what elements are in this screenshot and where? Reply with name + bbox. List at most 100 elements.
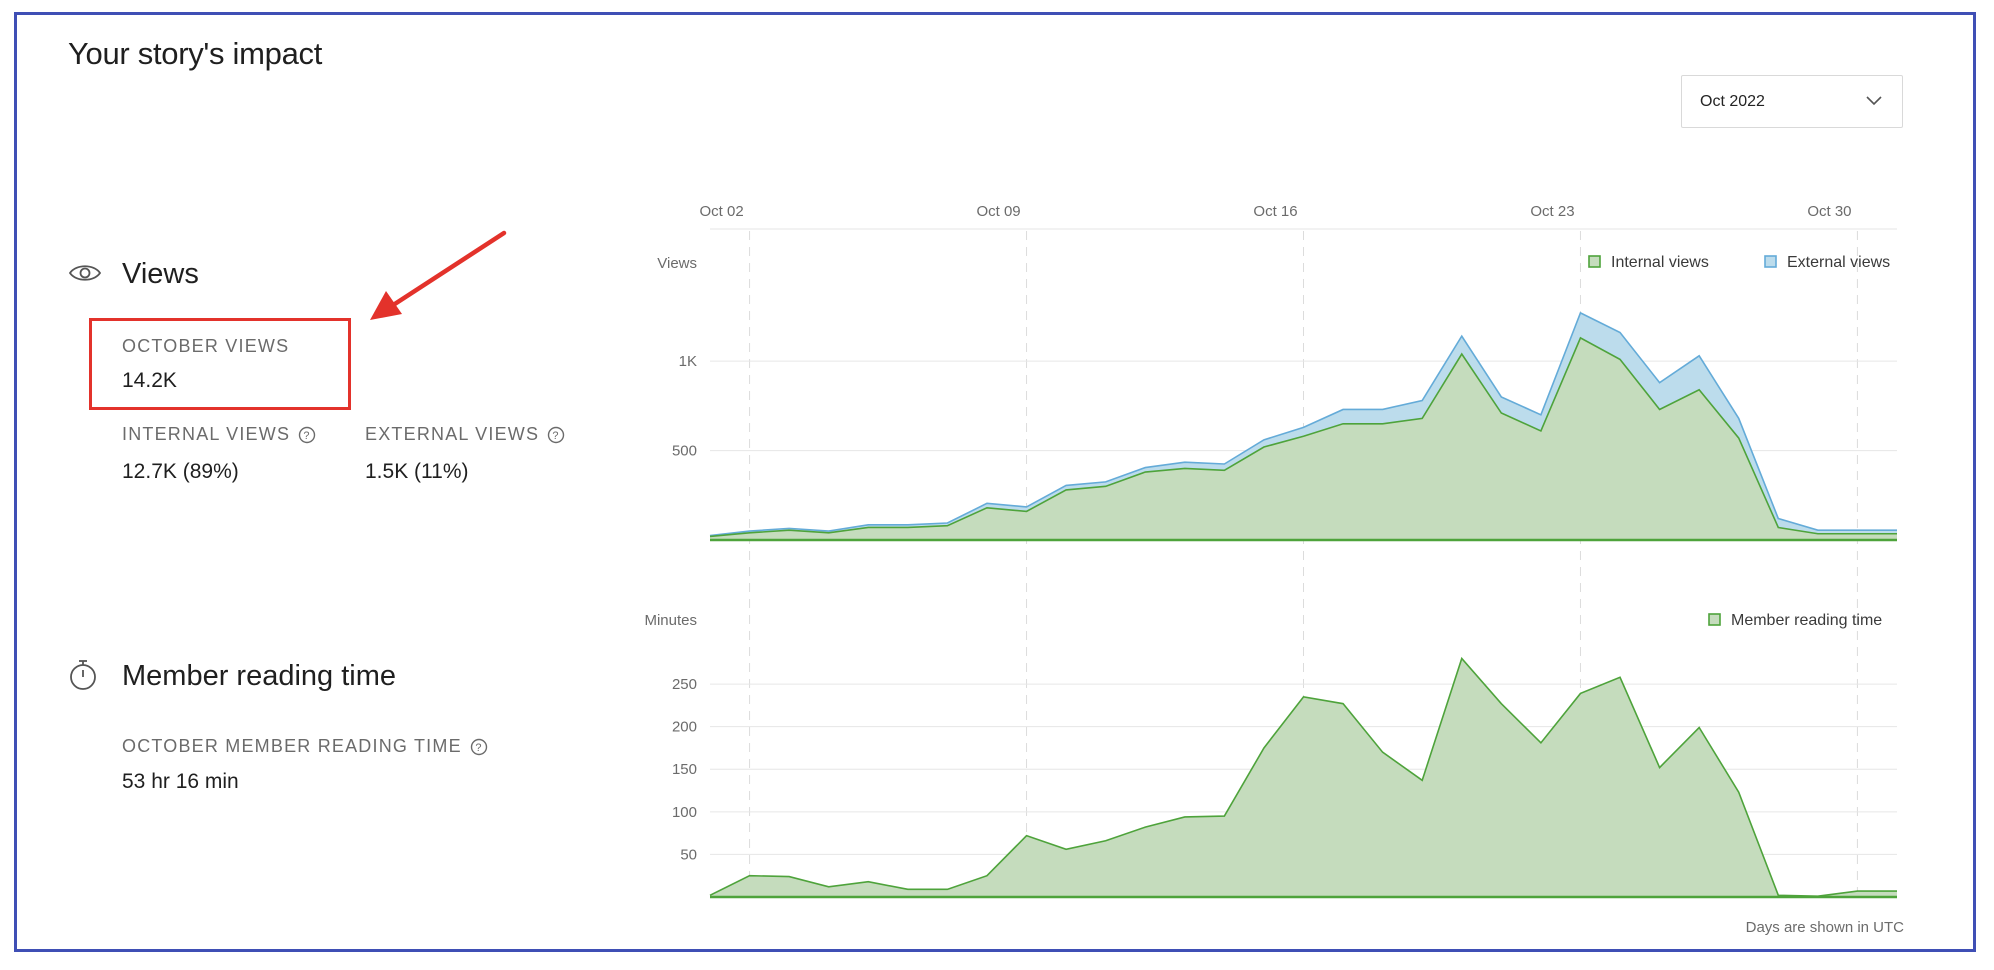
reading-time-point [906,887,910,891]
external-views-point [1895,528,1899,532]
external-views-label-text: EXTERNAL VIEWS [365,424,540,444]
internal-views-point [1578,336,1582,340]
external-views-point [1104,480,1108,484]
internal-views-point [1222,468,1226,472]
impact-panel [14,12,1976,952]
internal-views-point [1381,422,1385,426]
internal-views-point [1460,352,1464,356]
external-views-point [1381,407,1385,411]
internal-views-point [1341,422,1345,426]
reading-time-point [708,893,712,897]
external-views-point [1658,381,1662,385]
reading-time-point [1816,894,1820,898]
reading-time-point [1183,815,1187,819]
reading-time-point [1222,814,1226,818]
internal-views-point [1855,532,1859,536]
help-icon[interactable]: ? [547,426,565,444]
reading-time-point [748,874,752,878]
y-tick-label: 100 [672,804,697,821]
reading-time-point [1262,746,1266,750]
external-views-point [1420,399,1424,403]
y-tick-label: 250 [672,676,697,693]
reading-time-point [1618,675,1622,679]
legend-label-internal: Internal views [1611,254,1709,271]
y-tick-label: 50 [680,846,697,863]
external-views-label: EXTERNAL VIEWS ? [365,424,565,445]
external-views-point [1183,460,1187,464]
stopwatch-icon [70,660,96,690]
internal-views-point [1183,466,1187,470]
external-views-point [1697,354,1701,358]
internal-views-value: 12.7K (89%) [122,460,239,483]
help-icon[interactable]: ? [298,426,316,444]
internal-views-line [709,336,1897,538]
reading-time-point [827,885,831,889]
reading-time-point [1460,657,1464,661]
reading-time-point [1064,847,1068,851]
x-tick-label: Oct 02 [699,203,743,220]
internal-views-point [1025,509,1029,513]
reading-time-point [1855,889,1859,893]
y-tick-label: 150 [672,761,697,778]
external-views-point [1776,517,1780,521]
reading-time-point [866,880,870,884]
internal-views-point [1262,445,1266,449]
internal-views-point [1776,525,1780,529]
internal-views-point [1104,484,1108,488]
reading-time-point [1104,839,1108,843]
reading-time-point [1025,834,1029,838]
internal-views-point [1499,411,1503,415]
external-views-point [787,526,791,530]
reading-time-point [1776,893,1780,897]
reading-time-line [709,656,1897,897]
reading-time-point [1381,750,1385,754]
svg-text:?: ? [553,430,560,442]
reading-time-point [1895,889,1899,893]
reading-time-point [1341,702,1345,706]
internal-views-point [1064,488,1068,492]
internal-views-point [1539,429,1543,433]
reading-time-point [1302,695,1306,699]
reading-time-point [1697,726,1701,730]
legend-swatch-reading [1708,613,1721,626]
internal-views-point [1302,434,1306,438]
external-views-point [945,521,949,525]
y-tick-label: 200 [672,719,697,736]
reading-time-label: OCTOBER MEMBER READING TIME ? [122,736,488,757]
help-icon[interactable]: ? [470,738,488,756]
external-views-point [1578,311,1582,315]
internal-views-point [1420,416,1424,420]
external-views-point [1816,528,1820,532]
reading-time-point [945,887,949,891]
october-views-label: OCTOBER VIEWS [122,336,289,357]
x-tick-label: Oct 30 [1807,203,1851,220]
october-views-value: 14.2K [122,369,177,392]
reading-time-value: 53 hr 16 min [122,770,239,793]
svg-text:?: ? [304,430,311,442]
chevron-down-icon [1866,96,1882,106]
external-views-point [1341,407,1345,411]
external-views-point [906,523,910,527]
reading-time-point [1499,702,1503,706]
internal-views-point [1737,436,1741,440]
external-views-point [1499,395,1503,399]
reading-time-point [1658,766,1662,770]
external-views-point [1262,438,1266,442]
external-views-point [1302,425,1306,429]
x-tick-label: Oct 16 [1253,203,1297,220]
reading-time-point [985,874,989,878]
month-dropdown[interactable]: Oct 2022 [1681,75,1903,128]
legend-label-external: External views [1787,254,1890,271]
external-views-line [709,311,1897,537]
external-views-point [748,529,752,533]
utc-footnote: Days are shown in UTC [1745,919,1904,936]
internal-views-point [1658,407,1662,411]
external-views-value: 1.5K (11%) [365,460,469,483]
page-title: Your story's impact [68,36,323,71]
external-views-point [1143,466,1147,470]
internal-views-point [1618,357,1622,361]
legend-swatch-external [1764,255,1777,268]
highlight-box [89,318,351,410]
external-views-point [1539,413,1543,417]
